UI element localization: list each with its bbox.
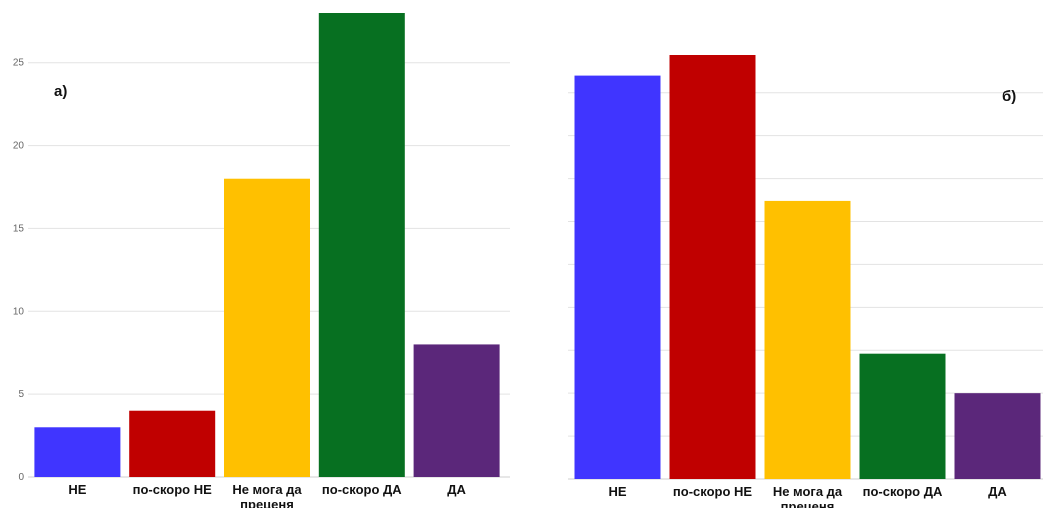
bar-1 bbox=[34, 427, 121, 477]
bar-3 bbox=[764, 200, 851, 479]
y-tick-label: 20 bbox=[13, 141, 25, 152]
panel-label: б) bbox=[1002, 88, 1016, 105]
x-tick-label: ДА bbox=[988, 484, 1007, 499]
x-tick-label: по-скоро НЕ bbox=[673, 484, 753, 499]
y-tick-label: 15 bbox=[13, 223, 25, 234]
bar-2 bbox=[129, 410, 216, 477]
x-tick-label: ДА bbox=[447, 482, 466, 497]
x-tick-label: Не мога да преценя bbox=[232, 482, 302, 508]
bar-2 bbox=[669, 55, 756, 479]
bar-4 bbox=[859, 353, 946, 479]
x-tick-label: по-скоро НЕ bbox=[133, 482, 213, 497]
x-tick-label: по-скоро ДА bbox=[322, 482, 402, 497]
bar-4 bbox=[318, 13, 405, 477]
panel-label: а) bbox=[54, 83, 67, 100]
x-tick-label: по-скоро ДА bbox=[863, 484, 943, 499]
bar-5 bbox=[413, 344, 500, 477]
bar-1 bbox=[574, 75, 661, 480]
bar-5 bbox=[954, 393, 1041, 479]
x-tick-label: Не мога да преценя bbox=[773, 484, 843, 508]
y-tick-label: 25 bbox=[13, 58, 25, 69]
y-tick-label: 5 bbox=[18, 389, 24, 400]
x-tick-label: НЕ bbox=[608, 484, 626, 499]
bar-3 bbox=[224, 178, 310, 477]
x-tick-label: НЕ bbox=[68, 482, 86, 497]
y-tick-label: 10 bbox=[13, 306, 25, 317]
y-tick-label: 0 bbox=[18, 472, 24, 483]
